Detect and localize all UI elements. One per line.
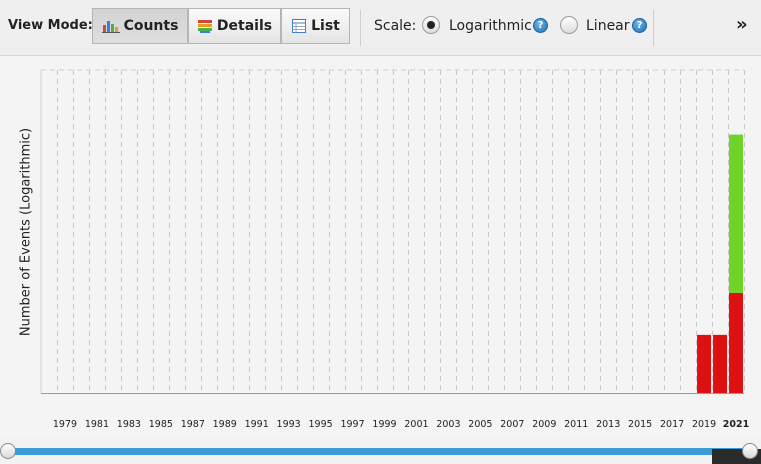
x-tick-label: 1983 [117,419,141,430]
x-tick-label: 2009 [532,419,556,430]
x-tick-label: 2013 [596,419,620,430]
radio-selected-dot [427,21,435,29]
bar-2020-series-0 [697,334,712,393]
counts-button[interactable]: Counts [92,8,188,44]
x-tick-label: 2017 [660,419,684,430]
x-tick-label: 1989 [213,419,237,430]
toolbar-separator [360,10,361,46]
x-tick-label: 2001 [404,419,428,430]
list-button[interactable]: List [281,8,350,44]
bar-chart-icon [101,21,120,33]
x-tick-label: 1991 [245,419,269,430]
details-button[interactable]: Details [188,8,281,44]
bar-2022-series-1 [729,134,743,293]
x-tick-label: 2019 [692,419,716,430]
events-chart: 1979 1981 1983 1985 1987 1989 1991 1993 1995 1997… [40,69,749,430]
counts-button-label: Counts [123,18,179,34]
x-tick-label: 2005 [468,419,492,430]
x-tick-label: 1987 [181,419,205,430]
chart-area [0,56,761,438]
x-tick-label: 1997 [340,419,364,430]
linear-label[interactable]: Linear [586,18,630,34]
slider-start-thumb[interactable] [0,443,16,459]
slider-track[interactable] [6,448,750,455]
x-tick-label: 2003 [436,419,460,430]
x-tick-label: 1995 [309,419,333,430]
toolbar-separator-2 [653,10,654,46]
logarithmic-label[interactable]: Logarithmic [449,18,532,34]
list-icon [292,19,307,33]
x-tick-label: 2007 [500,419,524,430]
slider-end-thumb[interactable] [742,443,758,459]
bar-2021-series-0 [713,334,728,393]
x-tick-label: 1979 [53,419,77,430]
x-tick-label: 1985 [149,419,173,430]
timeline-slider[interactable] [0,440,761,464]
linear-radio[interactable] [560,16,578,34]
bar-2022-series-0 [729,292,743,393]
linear-help-icon[interactable]: ? [632,18,647,33]
details-button-label: Details [216,18,273,34]
x-tick-label: 2021 [723,419,749,430]
logarithmic-help-icon[interactable]: ? [533,18,548,33]
x-tick-label: 1981 [85,419,109,430]
logarithmic-radio[interactable] [422,16,440,34]
x-tick-label: 1999 [372,419,396,430]
toolbar: View Mode: Counts Details List Sca [0,0,761,56]
list-button-label: List [311,18,340,34]
more-options-icon[interactable]: » [736,14,748,35]
view-mode-label: View Mode: [8,18,93,33]
details-icon [197,20,212,33]
scale-label: Scale: [374,18,417,34]
x-tick-label: 2011 [564,419,588,430]
x-tick-label: 1993 [277,419,301,430]
x-tick-label: 2015 [628,419,652,430]
